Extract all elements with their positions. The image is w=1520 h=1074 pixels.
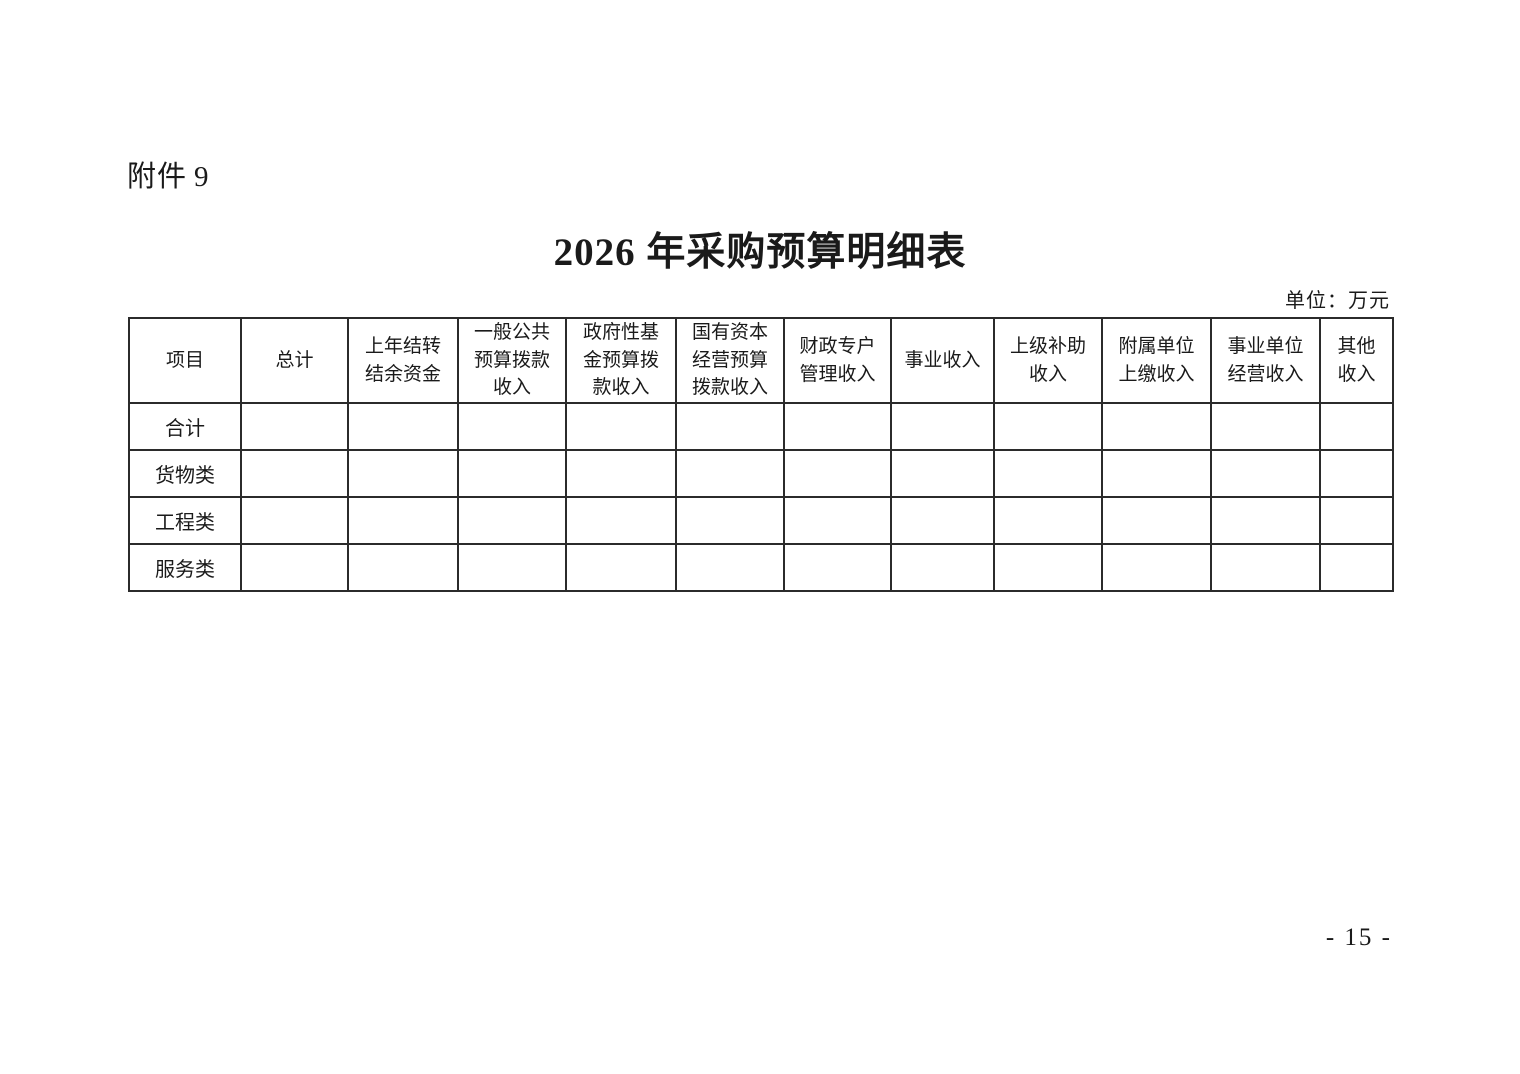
table-cell (1210, 543, 1321, 592)
table-cell (1210, 402, 1321, 451)
table-cell (347, 402, 459, 451)
table-cell (565, 496, 677, 545)
row-label: 服务类 (128, 543, 242, 592)
table-cell (1210, 449, 1321, 498)
table-row-total: 合计 (128, 402, 1394, 451)
table-cell (890, 543, 995, 592)
column-header-other-income: 其他 收入 (1319, 317, 1394, 404)
table-cell (783, 402, 892, 451)
attachment-label-text: 附件 (127, 161, 188, 193)
table-cell (890, 402, 995, 451)
table-cell (1319, 543, 1394, 592)
table-row-services: 服务类 (128, 543, 1394, 592)
budget-table: 项目 总计 上年结转 结余资金 一般公共 预算拨款 收入 政府性基 金预算拨 款… (128, 317, 1394, 592)
column-header-business-income: 事业收入 (890, 317, 995, 404)
table-cell (783, 496, 892, 545)
column-header-state-capital-budget: 国有资本 经营预算 拨款收入 (675, 317, 785, 404)
table-cell (675, 402, 785, 451)
table-cell (457, 449, 567, 498)
table-cell (240, 543, 349, 592)
table-cell (565, 543, 677, 592)
attachment-label: 附件 9 (127, 153, 210, 195)
row-label: 合计 (128, 402, 242, 451)
page-title: 2026 年采购预算明细表 (553, 231, 967, 274)
table-cell (1101, 543, 1212, 592)
row-label: 货物类 (128, 449, 242, 498)
table-cell (783, 543, 892, 592)
page-number: - 15 - (1325, 924, 1392, 951)
table-header-row: 项目 总计 上年结转 结余资金 一般公共 预算拨款 收入 政府性基 金预算拨 款… (128, 317, 1394, 404)
column-header-institution-operating-income: 事业单位 经营收入 (1210, 317, 1321, 404)
column-header-affiliated-unit-income: 附属单位 上缴收入 (1101, 317, 1212, 404)
column-header-total: 总计 (240, 317, 349, 404)
table-cell (890, 449, 995, 498)
table-cell (347, 496, 459, 545)
table-cell (565, 402, 677, 451)
table-cell (457, 496, 567, 545)
table-cell (347, 543, 459, 592)
table-cell (240, 449, 349, 498)
table-cell (890, 496, 995, 545)
column-header-general-public-budget: 一般公共 预算拨款 收入 (457, 317, 567, 404)
table-cell (1101, 449, 1212, 498)
table-cell (1101, 496, 1212, 545)
unit-note: 单位：万元 (1285, 290, 1390, 312)
table-cell (347, 449, 459, 498)
table-cell (240, 496, 349, 545)
table-cell (1101, 402, 1212, 451)
table-cell (1319, 402, 1394, 451)
table-cell (1210, 496, 1321, 545)
table-cell (1319, 449, 1394, 498)
table-cell (675, 449, 785, 498)
table-cell (675, 496, 785, 545)
table-row-goods: 货物类 (128, 449, 1394, 498)
table-cell (993, 543, 1103, 592)
column-header-carryover-funds: 上年结转 结余资金 (347, 317, 459, 404)
table-cell (783, 449, 892, 498)
column-header-superior-subsidy-income: 上级补助 收入 (993, 317, 1103, 404)
table-cell (993, 449, 1103, 498)
table-cell (675, 543, 785, 592)
column-header-govt-fund-budget: 政府性基 金预算拨 款收入 (565, 317, 677, 404)
table-cell (240, 402, 349, 451)
table-cell (565, 449, 677, 498)
column-header-fiscal-account-income: 财政专户 管理收入 (783, 317, 892, 404)
table-cell (457, 402, 567, 451)
table-cell (993, 496, 1103, 545)
table-cell (993, 402, 1103, 451)
table-cell (457, 543, 567, 592)
attachment-number: 9 (194, 161, 210, 193)
table-row-engineering: 工程类 (128, 496, 1394, 545)
row-label: 工程类 (128, 496, 242, 545)
column-header-item: 项目 (128, 317, 242, 404)
table-cell (1319, 496, 1394, 545)
